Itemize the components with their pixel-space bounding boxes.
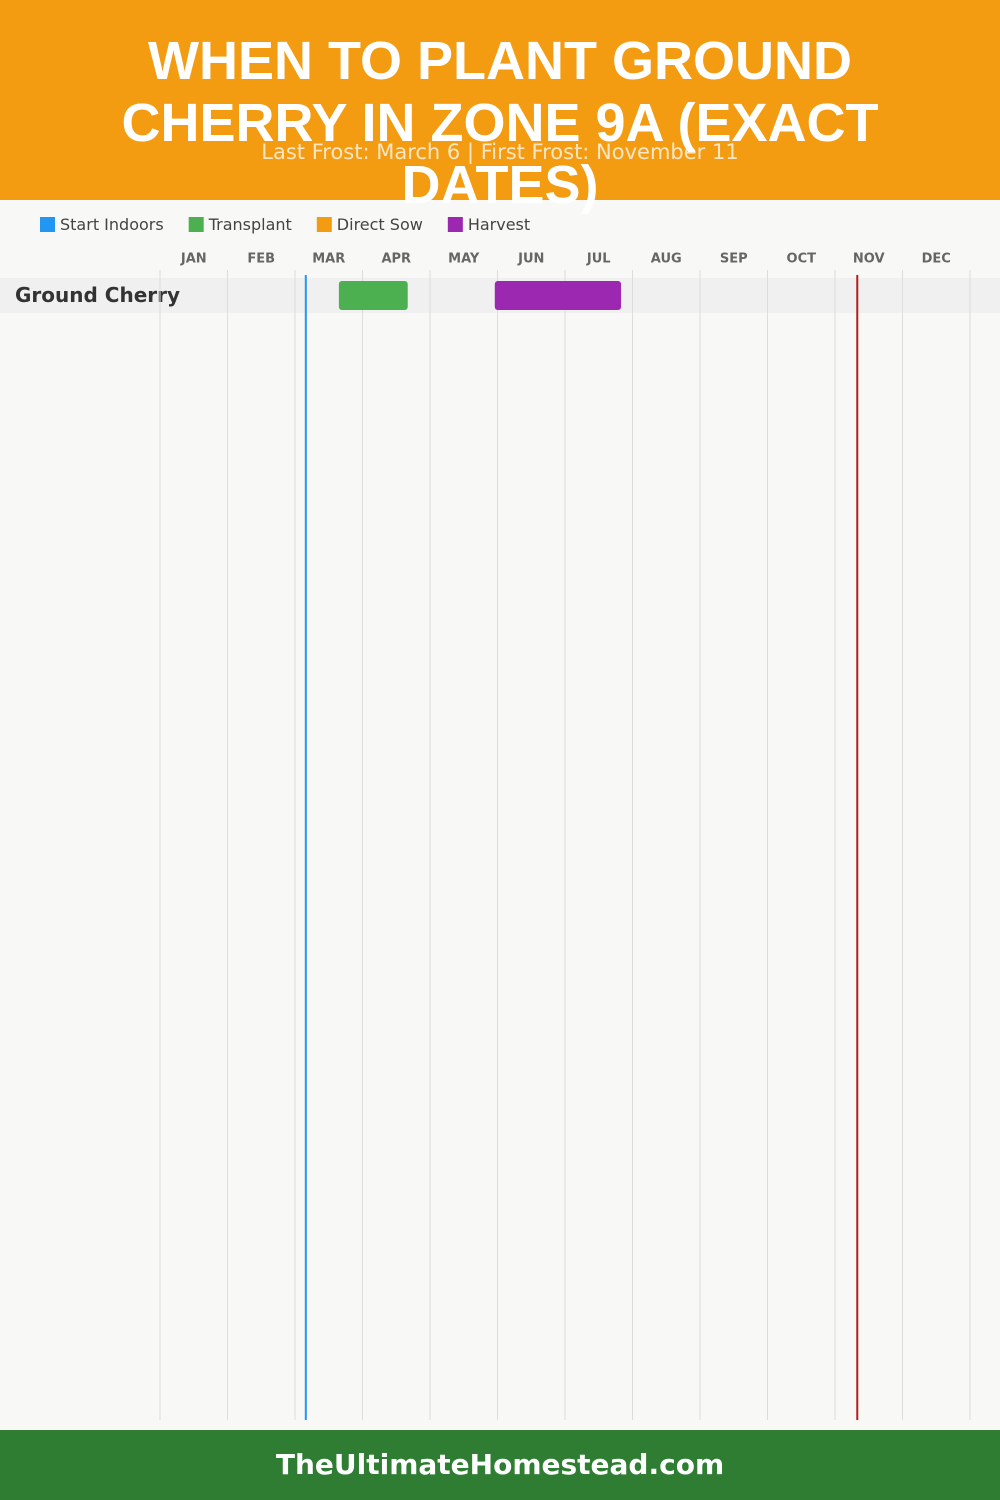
chart-title: WHEN TO PLANT GROUND CHERRY IN ZONE 9A (…	[121, 31, 879, 215]
month-label: NOV	[853, 252, 885, 267]
legend-swatch	[188, 217, 204, 232]
month-label: JUL	[586, 252, 611, 267]
legend-label: Transplant	[208, 215, 292, 234]
month-label: FEB	[247, 252, 275, 267]
legend-swatch	[40, 217, 55, 232]
header: WHEN TO PLANT GROUND CHERRY IN ZONE 9A (…	[0, 0, 1000, 215]
legend-swatch	[316, 217, 332, 232]
month-label: AUG	[651, 252, 682, 267]
chart: Start Indoors Transplant Direct Sow Harvest…	[0, 215, 1000, 1420]
month-label: SEP	[720, 252, 748, 267]
chart-subtitle: Last Frost: March 6 | First Frost: Novem…	[261, 140, 739, 164]
month-label: MAR	[312, 252, 345, 267]
legend-label: Direct Sow	[337, 215, 423, 234]
legend-label: Harvest	[468, 215, 530, 234]
bar	[338, 281, 408, 310]
legend-label: Start Indoors	[60, 215, 164, 234]
month-label: APR	[381, 252, 411, 267]
bar	[494, 281, 622, 310]
month-label: JUN	[517, 252, 544, 267]
legend-swatch	[447, 217, 463, 232]
month-label: MAY	[448, 252, 480, 267]
row-label: Ground Cherry	[15, 283, 180, 307]
footer: TheUltimateHomestead.com	[0, 1430, 1000, 1500]
month-label: DEC	[922, 252, 951, 267]
month-label: OCT	[787, 252, 817, 267]
month-label: JAN	[180, 252, 207, 267]
